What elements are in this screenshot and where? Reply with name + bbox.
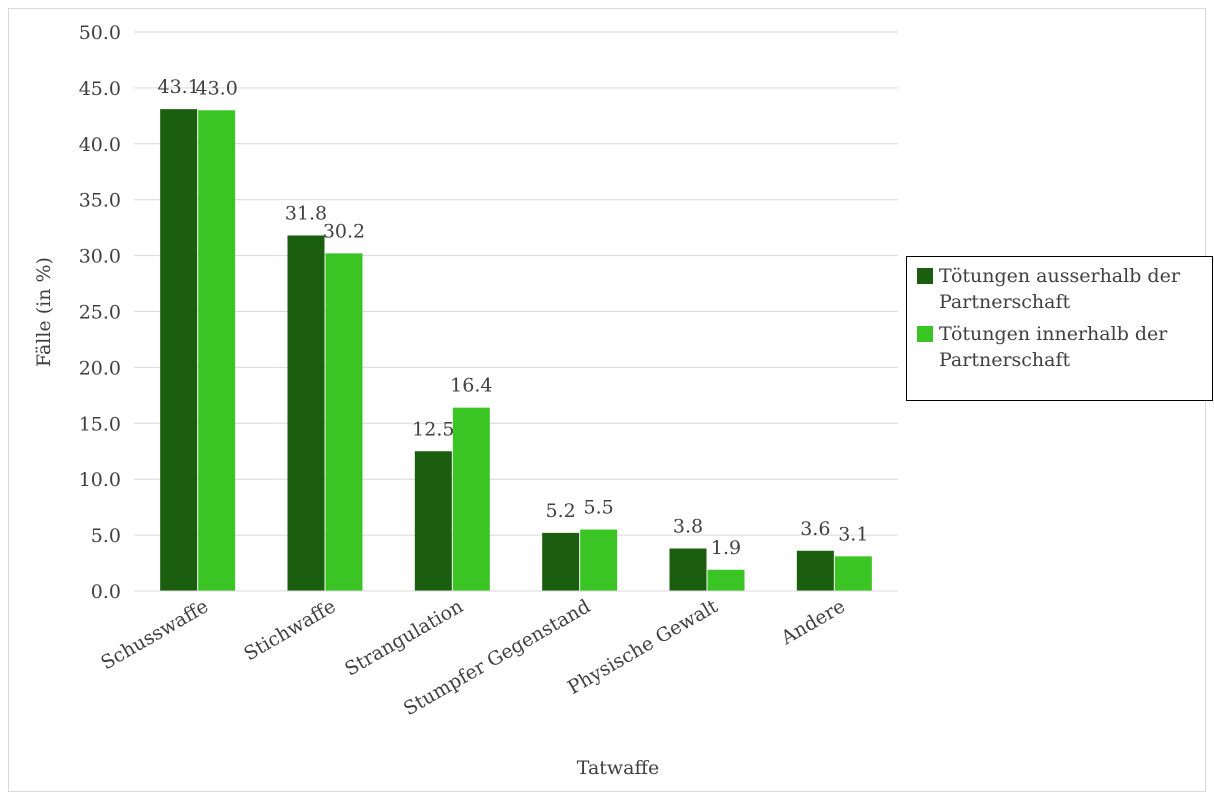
bar-outside <box>160 109 198 591</box>
legend-label-inside-line2: Partnerschaft <box>939 349 1071 371</box>
bars <box>160 109 872 591</box>
x-category-label: Schusswaffe <box>97 595 212 674</box>
data-label: 3.8 <box>673 516 703 538</box>
x-axis-title: Tatwaffe <box>577 757 660 779</box>
data-label: 3.1 <box>838 523 868 545</box>
y-tick-label: 50.0 <box>79 22 121 44</box>
y-tick-label: 40.0 <box>79 134 121 156</box>
data-label: 31.8 <box>285 202 327 224</box>
data-label: 16.4 <box>450 375 492 397</box>
x-category-label: Strangulation <box>341 595 467 680</box>
data-label: 30.2 <box>323 220 365 242</box>
data-labels: 43.143.0 31.830.2 12.5 16.4 5.2 5.5 3.8 1.9 3.6 3… <box>158 76 869 559</box>
bar-outside <box>669 548 707 591</box>
data-label: 3.6 <box>800 518 830 540</box>
y-tick-label: 30.0 <box>79 246 121 268</box>
gridlines <box>134 31 898 536</box>
data-label: 43.1 <box>158 76 200 98</box>
y-tick-label: 45.0 <box>79 78 121 100</box>
x-category-label: Andere <box>777 595 849 649</box>
y-tick-label: 15.0 <box>79 413 121 435</box>
legend-label-inside: Tötungen innerhalb der Partnerschaft <box>939 321 1167 373</box>
y-axis-title: Fälle (in %) <box>33 257 55 367</box>
legend-label-outside-line1: Tötungen ausserhalb der <box>939 265 1180 287</box>
bar-inside <box>834 556 872 591</box>
bar-inside <box>325 253 363 591</box>
data-label: 12.5 <box>412 418 454 440</box>
y-tick-label: 25.0 <box>79 302 121 324</box>
bar-outside <box>542 532 580 591</box>
bar-outside <box>414 451 452 591</box>
y-axis-ticks: 0.0 5.0 10.0 15.0 20.0 25.0 30.0 35.0 40.0 45.0 50… <box>79 22 121 603</box>
x-axis-categories: Schusswaffe Stichwaffe StrangulationStumpf… <box>97 595 849 720</box>
legend: Tötungen ausserhalb der Partnerschaft Tö… <box>906 256 1213 401</box>
y-tick-label: 20.0 <box>79 357 121 379</box>
legend-swatch-outside <box>917 268 933 284</box>
bar-inside <box>198 110 236 591</box>
y-tick-label: 10.0 <box>79 469 121 491</box>
legend-item-inside: Tötungen innerhalb der Partnerschaft <box>915 321 1204 373</box>
bar-outside <box>796 550 834 591</box>
legend-label-inside-line1: Tötungen innerhalb der <box>939 323 1168 345</box>
y-tick-label: 5.0 <box>91 525 121 547</box>
bar-inside <box>580 529 618 591</box>
data-label: 43.0 <box>196 77 238 99</box>
legend-label-outside-line2: Partnerschaft <box>939 291 1071 313</box>
data-label: 5.2 <box>546 500 576 522</box>
bar-outside <box>287 235 325 591</box>
data-label: 1.9 <box>711 537 741 559</box>
bar-inside <box>707 569 745 591</box>
legend-item-outside: Tötungen ausserhalb der Partnerschaft <box>915 263 1204 315</box>
data-label: 5.5 <box>584 497 614 519</box>
y-tick-label: 0.0 <box>91 581 121 603</box>
x-category-label: Stichwaffe <box>240 595 339 665</box>
y-tick-label: 35.0 <box>79 190 121 212</box>
bar-inside <box>452 407 490 591</box>
legend-swatch-inside <box>917 326 933 342</box>
legend-label-outside: Tötungen ausserhalb der Partnerschaft <box>939 263 1180 315</box>
